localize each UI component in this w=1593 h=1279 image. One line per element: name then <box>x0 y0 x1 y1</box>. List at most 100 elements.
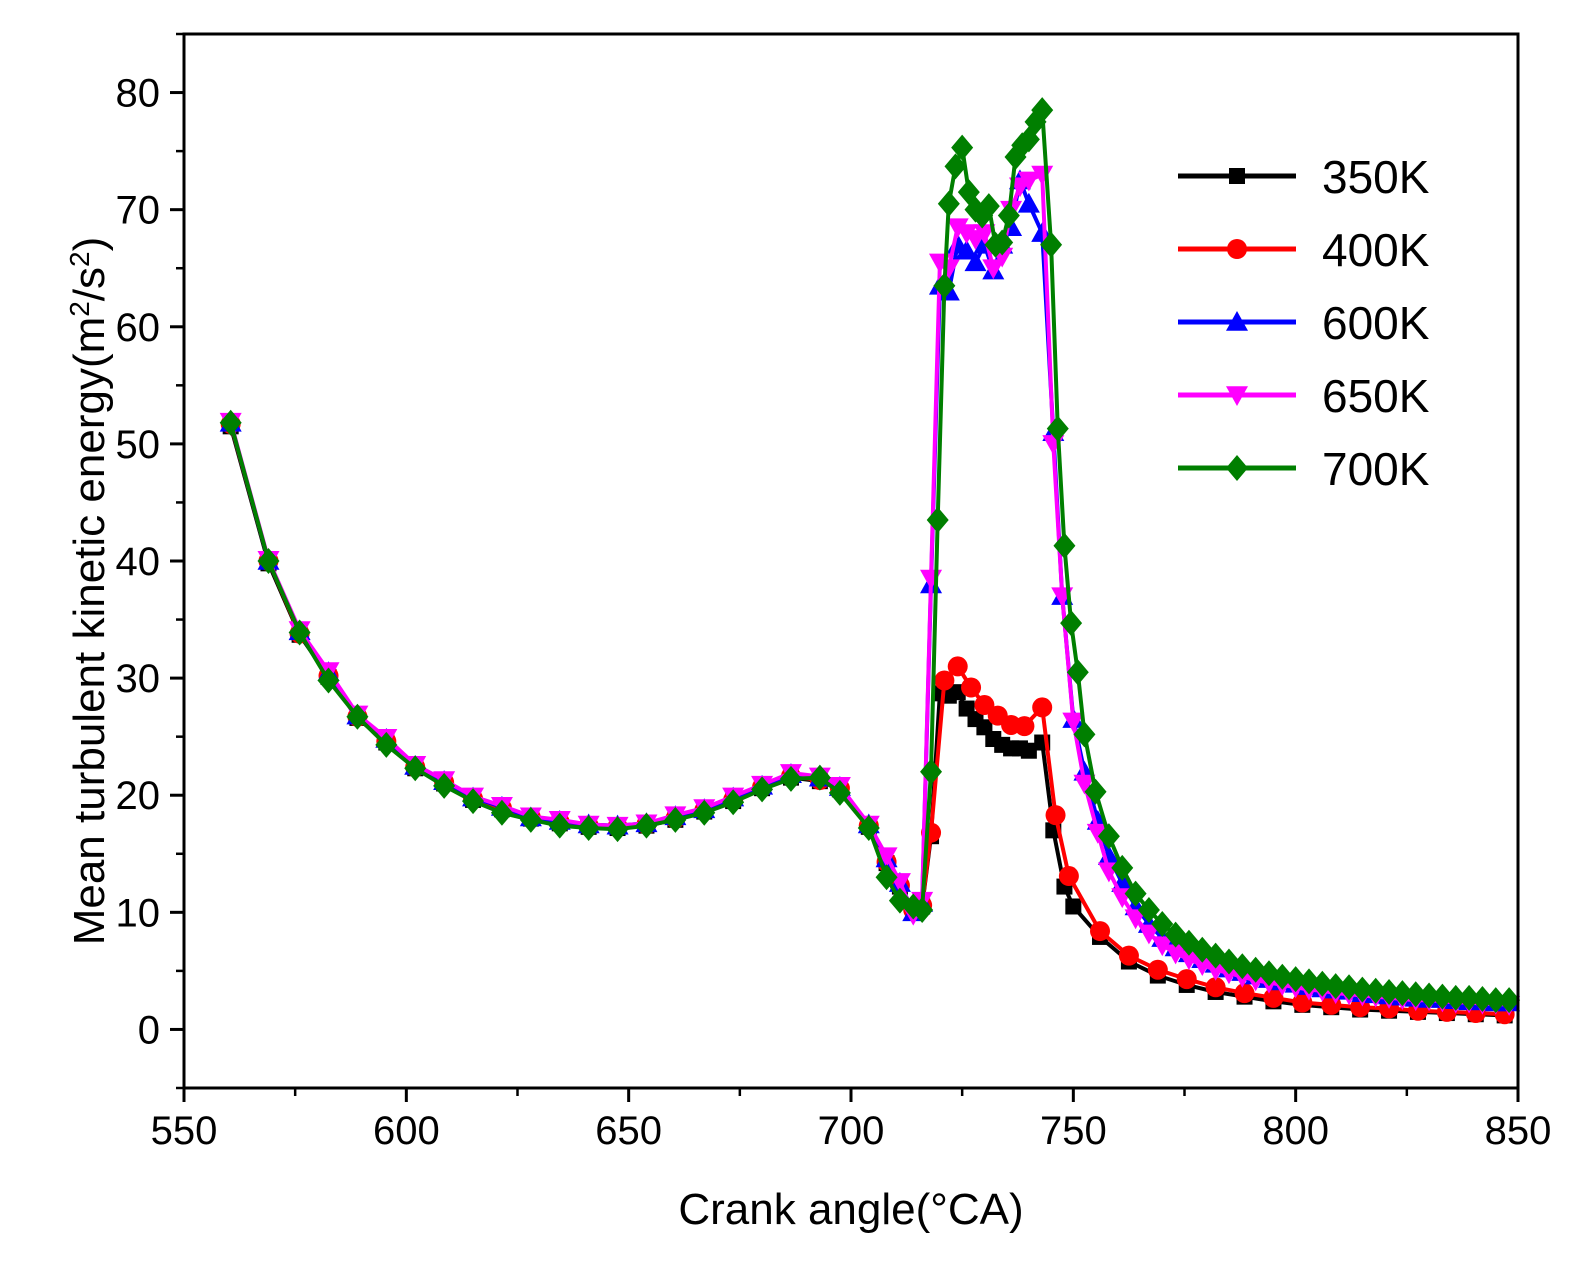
data-point-400K <box>961 677 982 698</box>
data-point-700K <box>828 779 851 806</box>
y-tick-label: 80 <box>116 72 161 116</box>
y-axis-title-sup1: 2 <box>64 301 95 317</box>
y-axis-title: Mean turbulent kinetic energy(m2/s2) <box>64 237 115 946</box>
data-point-700K <box>1031 97 1054 124</box>
data-point-650K <box>982 259 1005 280</box>
data-point-700K <box>779 765 802 792</box>
data-point-700K <box>433 772 456 799</box>
data-point-700K <box>1311 970 1334 997</box>
legend-label: 350K <box>1322 151 1430 203</box>
data-point-350K <box>1065 898 1082 915</box>
data-point-600K <box>955 239 978 260</box>
data-point-650K <box>973 224 996 245</box>
data-point-700K <box>1378 978 1401 1005</box>
data-point-700K <box>951 134 974 161</box>
series-layer <box>219 97 1521 1025</box>
tick-labels: 550 600 650 700 750 800 850 0 10 20 30 40 50 60 70 80 <box>116 72 1552 1153</box>
y-axis-title-prefix: Mean turbulent kinetic energy(m <box>65 317 114 946</box>
x-tick-label: 600 <box>373 1109 440 1153</box>
data-point-650K <box>1086 823 1109 844</box>
data-point-700K <box>1444 984 1467 1011</box>
data-point-700K <box>1338 974 1361 1001</box>
data-point-650K <box>1124 909 1147 930</box>
data-point-700K <box>548 812 571 839</box>
data-point-700K <box>991 229 1014 256</box>
data-point-650K <box>1137 924 1160 945</box>
data-point-400K <box>1234 983 1255 1004</box>
data-point-700K <box>664 806 687 833</box>
data-point-700K <box>1298 968 1321 995</box>
data-point-700K <box>1040 231 1063 258</box>
series-700K <box>219 97 1521 1014</box>
data-point-400K <box>1350 997 1371 1018</box>
data-point-700K <box>1046 415 1069 442</box>
legend-marker <box>1226 311 1248 331</box>
data-point-700K <box>317 667 340 694</box>
data-point-700K <box>490 799 513 826</box>
data-point-700K <box>1073 721 1096 748</box>
data-point-700K <box>1324 973 1347 1000</box>
data-point-650K <box>955 224 978 245</box>
legend-marker <box>1229 168 1245 184</box>
data-point-650K <box>875 847 898 868</box>
data-point-400K <box>1045 805 1066 826</box>
data-point-650K <box>1017 171 1040 192</box>
data-point-400K <box>1147 959 1168 980</box>
data-point-700K <box>1060 610 1083 637</box>
data-point-700K <box>1124 880 1147 907</box>
data-point-700K <box>1404 981 1427 1008</box>
data-point-700K <box>1391 980 1414 1007</box>
data-point-700K <box>375 731 398 758</box>
data-point-700K <box>1471 985 1494 1012</box>
y-tick-label: 30 <box>116 657 161 701</box>
x-tick-label: 550 <box>151 1109 218 1153</box>
data-point-700K <box>257 548 280 574</box>
y-axis-title-suffix: ) <box>65 237 114 252</box>
data-point-700K <box>519 806 542 833</box>
x-tick-label: 800 <box>1262 1109 1329 1153</box>
legend-label: 400K <box>1322 224 1430 276</box>
data-point-650K <box>1164 944 1187 965</box>
legend: 350K 400K 600K 650K 700K <box>1178 151 1430 495</box>
data-point-700K <box>693 799 716 826</box>
data-point-700K <box>1484 987 1507 1014</box>
data-point-400K <box>947 656 968 677</box>
data-point-700K <box>1351 976 1374 1003</box>
legend-marker <box>1226 386 1248 406</box>
data-point-700K <box>635 812 658 839</box>
y-tick-label: 10 <box>116 891 161 935</box>
data-point-700K <box>937 190 960 217</box>
legend-label: 700K <box>1322 443 1430 495</box>
data-point-650K <box>1062 712 1085 733</box>
data-point-400K <box>974 695 995 716</box>
data-point-700K <box>1111 854 1134 881</box>
data-point-700K <box>875 864 898 891</box>
data-point-650K <box>937 259 960 280</box>
data-point-700K <box>1053 532 1076 559</box>
legend-label: 600K <box>1322 297 1430 349</box>
data-point-600K <box>964 251 987 272</box>
y-tick-label: 60 <box>116 306 161 350</box>
data-point-400K <box>1176 969 1197 990</box>
ticks-layer <box>170 32 1520 1102</box>
data-point-700K <box>1084 778 1107 805</box>
legend-entry-600K: 600K <box>1178 297 1430 349</box>
data-point-700K <box>1017 126 1040 153</box>
data-point-700K <box>577 815 600 842</box>
legend-entry-700K: 700K <box>1178 443 1430 495</box>
legend-marker <box>1227 239 1247 259</box>
y-tick-label: 20 <box>116 774 161 818</box>
data-point-400K <box>1090 921 1111 942</box>
data-point-700K <box>997 202 1020 229</box>
data-point-700K <box>288 619 311 646</box>
legend-entry-400K: 400K <box>1178 224 1430 276</box>
y-tick-label: 50 <box>116 423 161 467</box>
legend-entry-350K: 350K <box>1178 151 1430 203</box>
data-point-700K <box>933 272 956 299</box>
data-point-700K <box>219 409 242 436</box>
data-point-650K <box>1177 950 1200 971</box>
data-point-700K <box>1151 911 1174 938</box>
y-axis-title-mid: /s <box>65 267 114 301</box>
